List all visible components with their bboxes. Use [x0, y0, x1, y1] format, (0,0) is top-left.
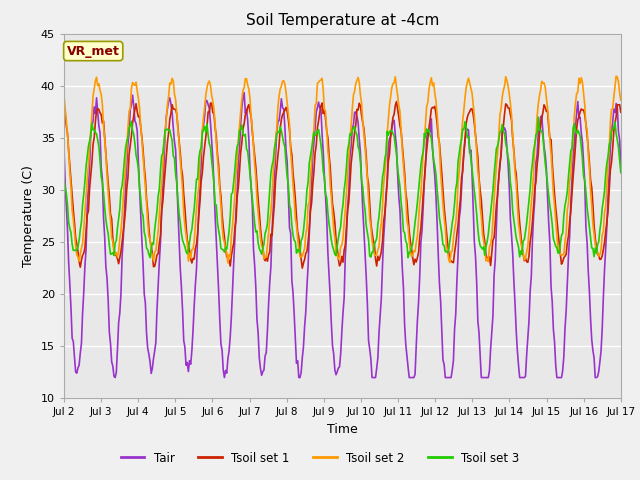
- Tsoil set 1: [234, 194, 241, 200]
- Tsoil set 2: [234, 137, 242, 143]
- Tair: [60, 145, 68, 151]
- Tsoil set 3: [373, 236, 381, 241]
- Tsoil set 1: [401, 170, 408, 176]
- Tsoil set 2: [224, 260, 232, 266]
- Tair: [111, 375, 119, 381]
- Tair: [568, 176, 576, 182]
- Tsoil set 1: [617, 109, 625, 115]
- Tsoil set 3: [296, 250, 304, 256]
- Line: Tair: Tair: [64, 93, 621, 378]
- Tsoil set 2: [470, 113, 478, 119]
- Tair: [617, 164, 625, 169]
- Tsoil set 2: [567, 169, 575, 175]
- Tair: [374, 355, 381, 360]
- Tsoil set 1: [60, 104, 68, 110]
- Tsoil set 3: [399, 228, 407, 234]
- Line: Tsoil set 3: Tsoil set 3: [64, 117, 621, 258]
- Tair: [234, 156, 242, 162]
- Tair: [241, 90, 248, 96]
- Tsoil set 1: [392, 99, 400, 105]
- Tsoil set 3: [568, 145, 576, 151]
- Text: VR_met: VR_met: [67, 45, 120, 58]
- Tsoil set 1: [295, 234, 303, 240]
- Y-axis label: Temperature (C): Temperature (C): [22, 165, 35, 267]
- Line: Tsoil set 2: Tsoil set 2: [64, 76, 621, 263]
- Tsoil set 3: [534, 114, 542, 120]
- Tsoil set 1: [472, 132, 479, 138]
- Title: Soil Temperature at -4cm: Soil Temperature at -4cm: [246, 13, 439, 28]
- Legend: Tair, Tsoil set 1, Tsoil set 2, Tsoil set 3: Tair, Tsoil set 1, Tsoil set 2, Tsoil se…: [116, 447, 524, 469]
- Tair: [298, 370, 305, 375]
- Tair: [401, 321, 408, 327]
- Tsoil set 1: [373, 263, 381, 269]
- Tair: [472, 253, 479, 259]
- Line: Tsoil set 1: Tsoil set 1: [64, 102, 621, 268]
- Tsoil set 3: [470, 188, 478, 194]
- Tsoil set 2: [612, 73, 620, 79]
- Tsoil set 2: [60, 93, 68, 99]
- Tsoil set 2: [373, 252, 381, 258]
- Tsoil set 3: [146, 255, 154, 261]
- Tsoil set 1: [568, 190, 576, 196]
- Tsoil set 1: [298, 265, 306, 271]
- Tsoil set 3: [234, 141, 242, 146]
- Tsoil set 2: [399, 163, 407, 169]
- Tsoil set 2: [296, 254, 304, 260]
- Tsoil set 3: [60, 176, 68, 182]
- Tsoil set 3: [617, 170, 625, 176]
- Tsoil set 2: [617, 97, 625, 103]
- X-axis label: Time: Time: [327, 423, 358, 436]
